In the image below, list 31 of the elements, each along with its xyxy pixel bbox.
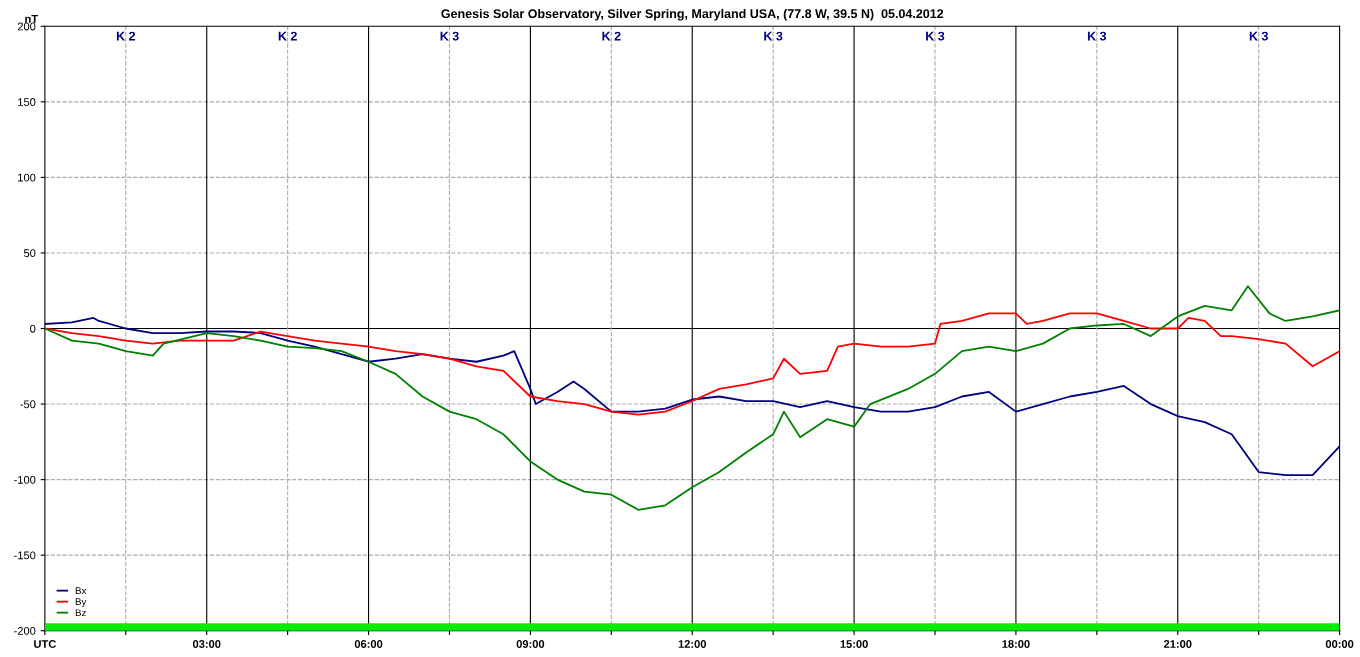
y-tick-label: 200	[17, 22, 36, 31]
y-tick-label: 150	[18, 98, 36, 106]
y-tick-label: -150	[14, 551, 36, 560]
x-tick-label: 15:00	[840, 640, 868, 648]
annotation: K 2	[602, 31, 621, 41]
y-axis-title: nT	[25, 15, 38, 23]
legend-label: Bz	[75, 609, 86, 617]
y-tick-label: -200	[14, 626, 36, 635]
y-tick-label: 100	[18, 173, 36, 182]
x-tick-label: 03:00	[192, 640, 221, 648]
legend-label: By	[75, 598, 87, 608]
y-tick-label: -50	[20, 400, 36, 409]
y-tick-label: 0	[30, 324, 36, 333]
chart-title: Genesis Solar Observatory, Silver Spring, Maryland USA, (77.8 W, 39.5 N) 05.04.2012	[441, 8, 944, 21]
legend-label: Bx	[75, 587, 87, 595]
x-tick-label: 18:00	[1002, 640, 1030, 648]
annotation: K 3	[1249, 31, 1268, 41]
annotation: K 3	[926, 31, 945, 41]
annotation: K 3	[764, 31, 783, 41]
annotation: K 2	[278, 31, 297, 41]
annotation: K 3	[1087, 31, 1107, 41]
x-tick-label: UTC	[34, 640, 56, 648]
annotation: K 3	[440, 31, 459, 41]
x-tick-label: 06:00	[354, 640, 383, 648]
y-tick-label: 50	[23, 249, 36, 258]
annotation: K 2	[116, 31, 136, 41]
x-tick-label: 21:00	[1163, 640, 1192, 648]
y-tick-label: -100	[14, 475, 36, 484]
x-tick-label: 00:00	[1325, 640, 1354, 648]
x-tick-label: 12:00	[678, 640, 706, 648]
x-tick-label: 09:00	[516, 640, 545, 648]
